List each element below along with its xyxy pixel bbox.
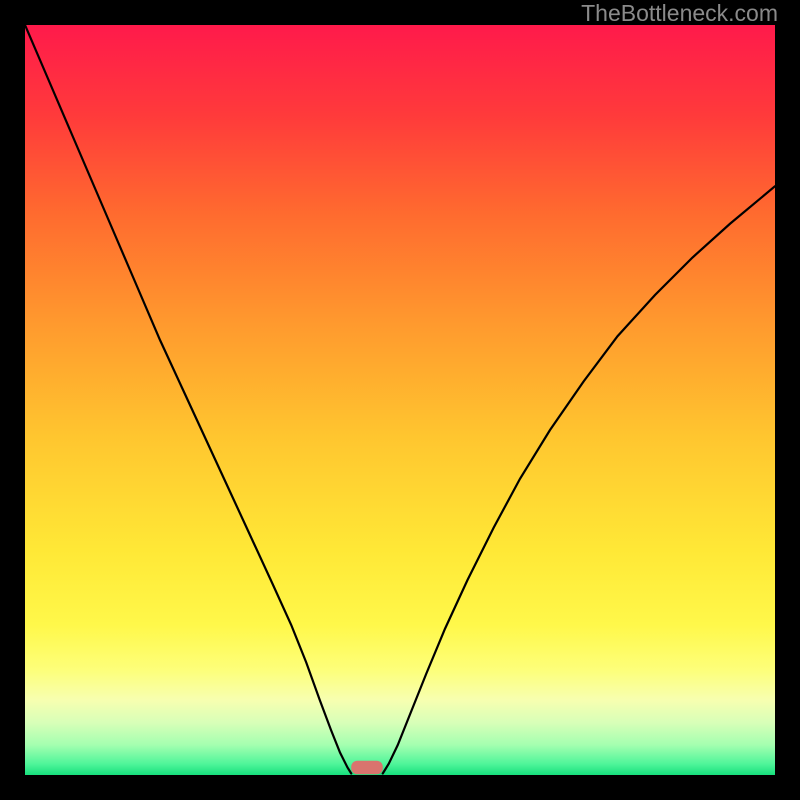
bottleneck-marker	[351, 761, 383, 775]
gradient-background	[25, 25, 775, 775]
plot-svg	[25, 25, 775, 775]
chart-frame: TheBottleneck.com	[0, 0, 800, 800]
plot-area	[25, 25, 775, 775]
watermark-text: TheBottleneck.com	[581, 0, 778, 27]
